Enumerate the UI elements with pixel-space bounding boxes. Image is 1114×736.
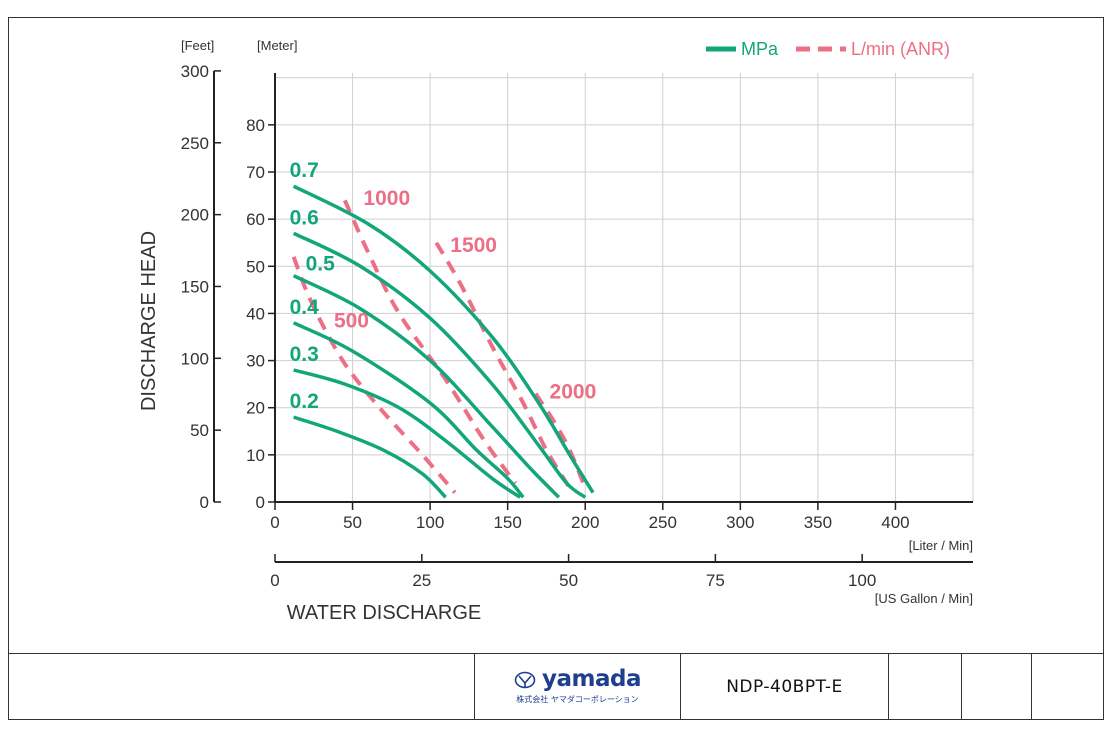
feet-tick-label: 150 — [181, 277, 209, 296]
company-logo: yamada 株式会社 ヤマダコーポレーション — [474, 653, 680, 720]
meter-tick-label: 50 — [246, 257, 265, 276]
meter-tick-label: 30 — [246, 352, 265, 371]
feet-tick-label: 0 — [200, 493, 209, 512]
gpm-tick-label: 25 — [412, 571, 431, 590]
meter-tick-label: 40 — [246, 304, 265, 323]
chart-frame: 0 10 20 30 40 50 60 70 80 0 50 100 150 200 250 300 0 50 10… — [8, 17, 1104, 720]
pressure-label-0.7: 0.7 — [290, 159, 319, 182]
meter-tick-label: 20 — [246, 399, 265, 418]
pressure-label-0.6: 0.6 — [290, 206, 319, 229]
feet-tick-label: 50 — [190, 421, 209, 440]
feet-tick-label: 300 — [181, 62, 209, 81]
gpm-tick-label: 50 — [559, 571, 578, 590]
grid — [275, 73, 974, 502]
legend-mpa-label: MPa — [741, 39, 779, 59]
lpm-unit-label: [Liter / Min] — [909, 538, 973, 553]
pressure-curve-0.7 — [292, 184, 595, 494]
meter-unit-label: [Meter] — [257, 38, 297, 53]
footer-cell-5 — [1031, 653, 1104, 720]
feet-unit-label: [Feet] — [181, 38, 214, 53]
air-flow-curve-500 — [291, 256, 457, 494]
air-label-2000: 2000 — [550, 380, 597, 403]
gpm-tick-label: 100 — [848, 571, 876, 590]
lpm-tick-label: 100 — [416, 513, 444, 532]
logo-row: yamada — [514, 668, 641, 691]
lpm-tick-label: 300 — [726, 513, 754, 532]
pressure-label-0.4: 0.4 — [290, 296, 320, 319]
gpm-tick-label: 75 — [706, 571, 725, 590]
pressure-label-0.3: 0.3 — [290, 343, 319, 366]
meter-tick-label: 70 — [246, 163, 265, 182]
y-axis-title: DISCHARGE HEAD — [138, 231, 160, 411]
meter-tick-label: 60 — [246, 210, 265, 229]
lpm-tick-label: 350 — [804, 513, 832, 532]
gpm-tick-label: 0 — [270, 571, 279, 590]
feet-tick-label: 250 — [181, 134, 209, 153]
axes — [213, 70, 973, 563]
lpm-tick-label: 0 — [270, 513, 279, 532]
air-flow-curve-1500 — [434, 241, 572, 489]
lpm-tick-label: 50 — [343, 513, 362, 532]
lpm-tick-label: 400 — [881, 513, 909, 532]
pressure-label-0.2: 0.2 — [290, 390, 319, 413]
air-label-1000: 1000 — [363, 187, 410, 210]
lpm-tick-label: 250 — [649, 513, 677, 532]
feet-tick-label: 200 — [181, 206, 209, 225]
x-axis-title: WATER DISCHARGE — [287, 602, 481, 624]
lpm-tick-label: 200 — [571, 513, 599, 532]
gpm-unit-label: [US Gallon / Min] — [875, 591, 973, 606]
footer-blank-cell — [8, 653, 474, 720]
meter-tick-label: 10 — [246, 446, 265, 465]
pressure-curve-0.4 — [292, 321, 525, 499]
curves — [291, 184, 595, 499]
pressure-curve-0.6 — [292, 231, 587, 499]
pressure-label-0.5: 0.5 — [306, 253, 336, 276]
pressure-curve-0.3 — [293, 368, 522, 499]
lpm-tick-label: 150 — [493, 513, 521, 532]
pressure-curve-0.5 — [292, 274, 561, 499]
model-number: NDP-40BPT-E — [680, 653, 888, 720]
footer-cell-3 — [888, 653, 961, 720]
feet-tick-label: 100 — [181, 349, 209, 368]
logo-subtitle: 株式会社 ヤマダコーポレーション — [516, 695, 639, 704]
air-label-500: 500 — [334, 310, 369, 333]
meter-tick-label: 80 — [246, 116, 265, 135]
meter-tick-label: 0 — [256, 493, 265, 512]
air-flow-curve-1000 — [342, 199, 518, 485]
legend: MPa L/min (ANR) — [706, 39, 950, 59]
legend-air-label: L/min (ANR) — [851, 39, 950, 59]
footer-cell-4 — [961, 653, 1031, 720]
logo-wordmark: yamada — [542, 666, 641, 692]
pressure-curve-0.2 — [293, 415, 447, 499]
yamada-emblem-icon — [514, 671, 536, 688]
air-label-1500: 1500 — [450, 234, 497, 257]
